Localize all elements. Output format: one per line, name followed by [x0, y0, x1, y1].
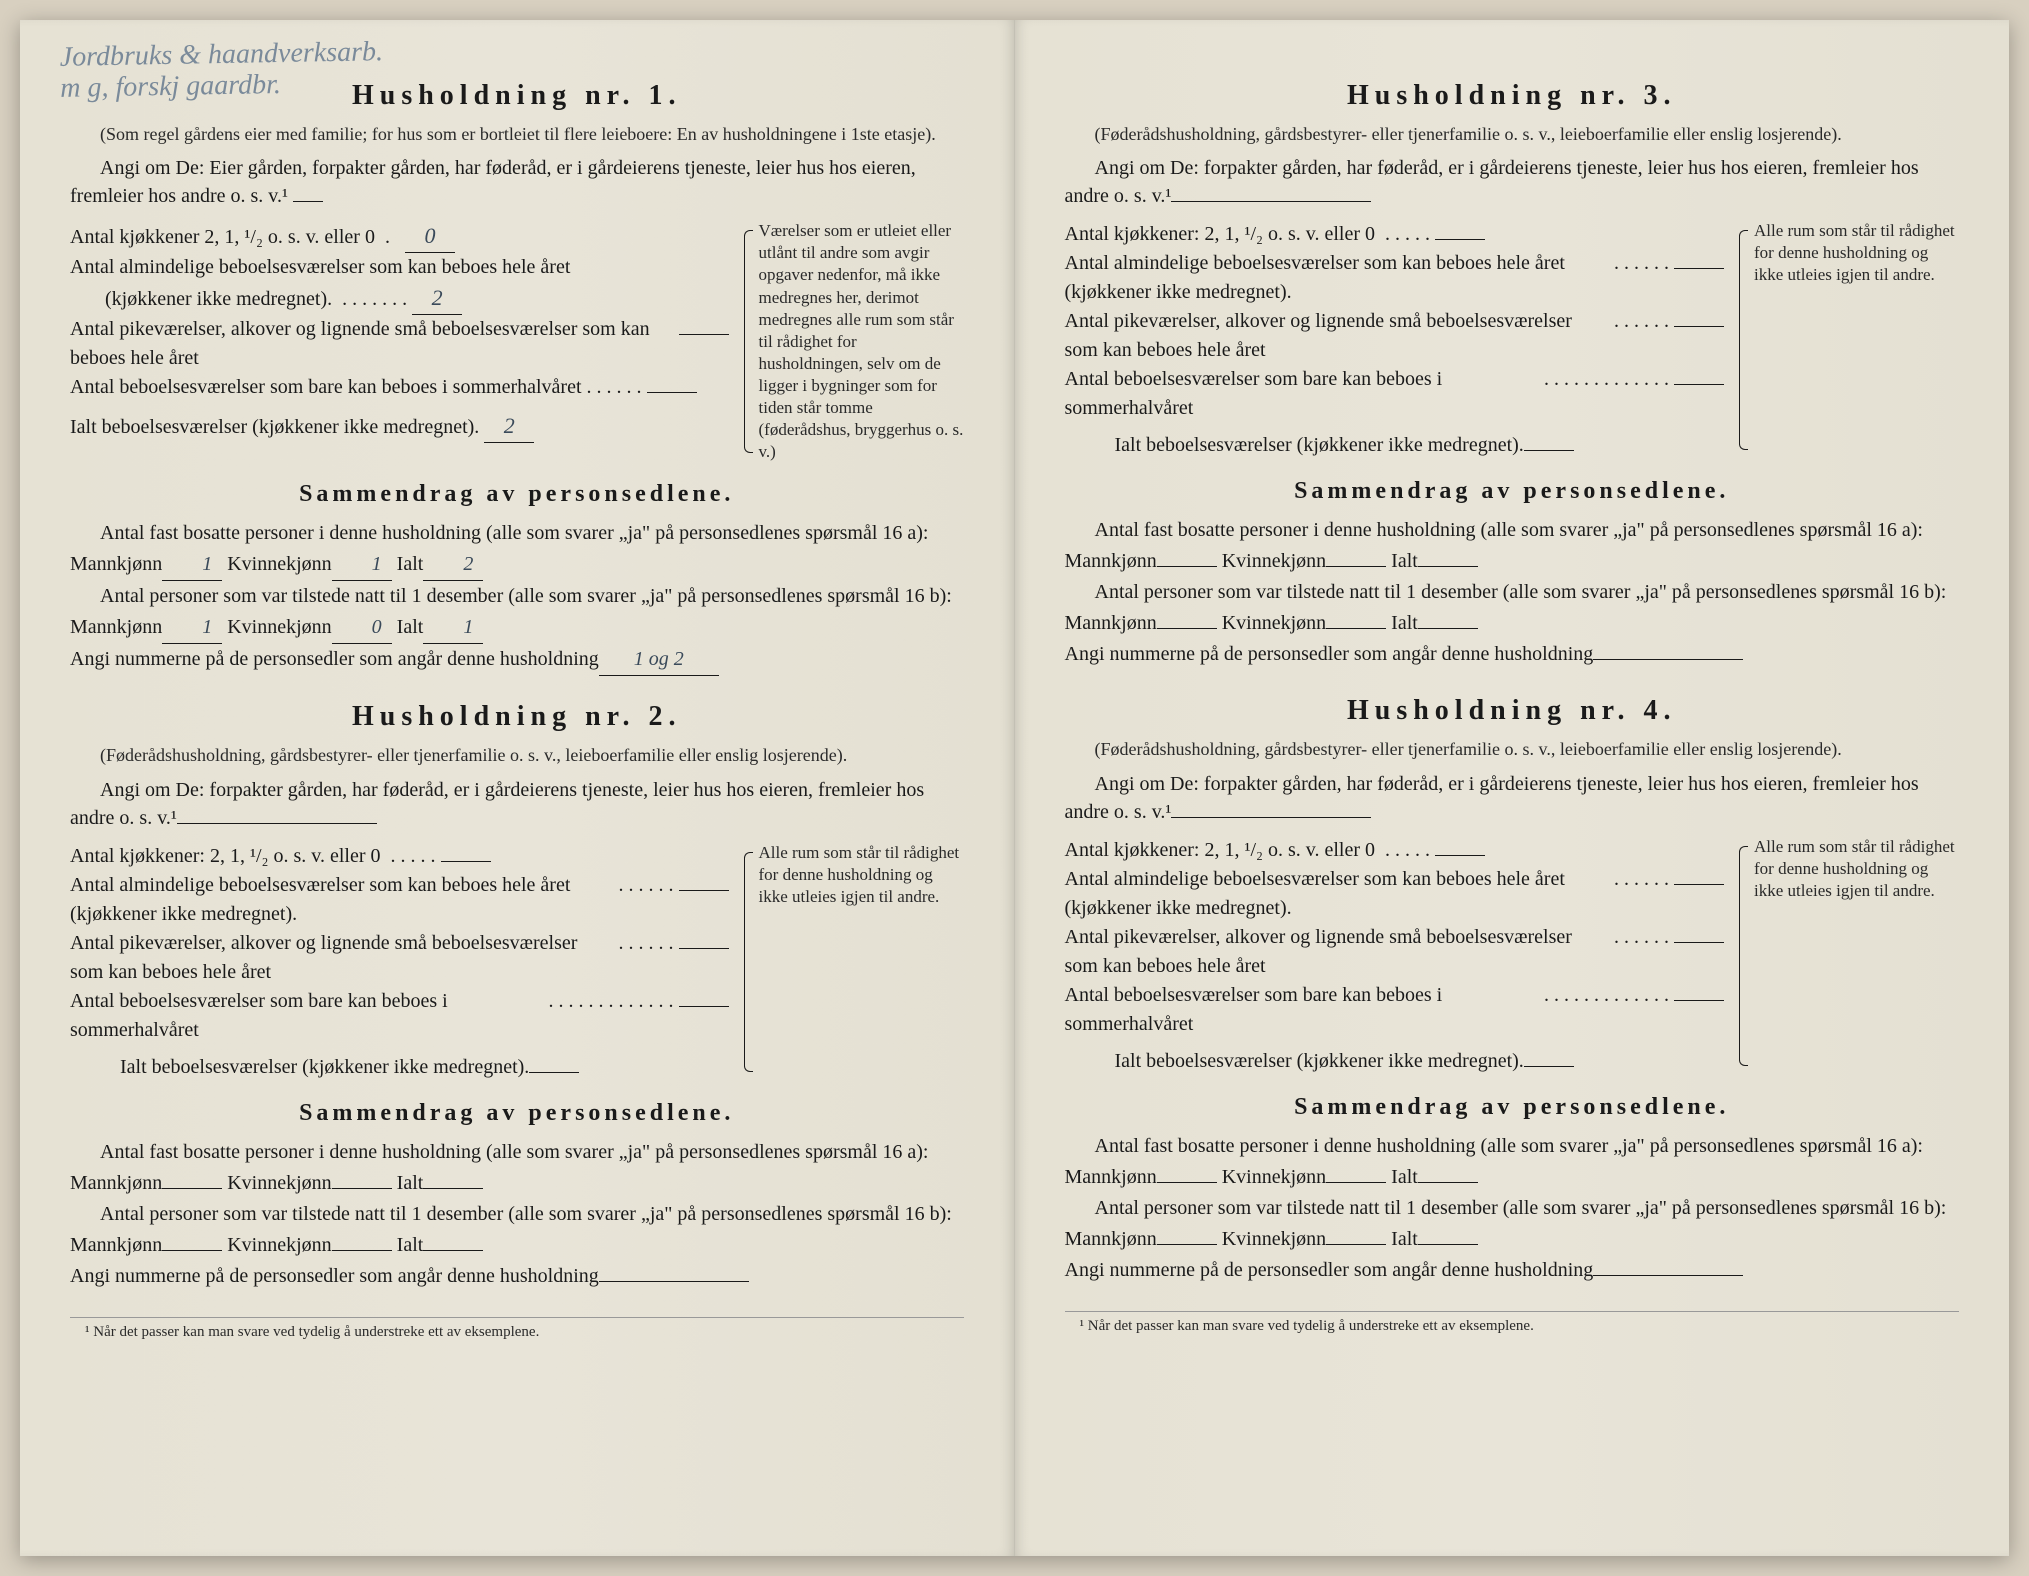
- handwritten-annotation: Jordbruks & haandverksarb. m g, forskj g…: [59, 37, 383, 104]
- h3-kjokken: Antal kjøkkener: 2, 1, ¹/₂ o. s. v. elle…: [1065, 220, 1725, 249]
- left-page: Jordbruks & haandverksarb. m g, forskj g…: [20, 20, 1015, 1556]
- h1-instruction: Angi om De: Eier gården, forpakter gårde…: [70, 154, 964, 210]
- h1-ialt-b: 1: [423, 612, 483, 644]
- h4-pike: Antal pikeværelser, alkover og lignende …: [1065, 923, 1725, 981]
- h4-form-left: Antal kjøkkener: 2, 1, ¹/₂ o. s. v. elle…: [1065, 836, 1725, 1076]
- h2-form-left: Antal kjøkkener: 2, 1, ¹/₂ o. s. v. elle…: [70, 842, 729, 1082]
- h2-nummer: Angi nummerne på de personsedler som ang…: [70, 1261, 964, 1292]
- h1-sammendrag-title: Sammendrag av personsedlene.: [70, 481, 964, 508]
- h2-subtitle: (Føderådshusholdning, gårdsbestyrer- ell…: [70, 743, 964, 767]
- h2-tilstede: Antal personer som var tilstede natt til…: [70, 1199, 964, 1261]
- h4-tilstede: Antal personer som var tilstede natt til…: [1065, 1193, 1960, 1255]
- h1-fast: Antal fast bosatte personer i denne hush…: [70, 518, 964, 581]
- h1-pike-val: [679, 334, 729, 335]
- household-2: Husholdning nr. 2. (Føderådshusholdning,…: [70, 701, 964, 1291]
- h1-form-left: Antal kjøkkener 2, 1, ¹/₂ o. s. v. eller…: [70, 220, 729, 463]
- hw-line1: Jordbruks & haandverksarb.: [59, 37, 383, 73]
- h1-nummer: Angi nummerne på de personsedler som ang…: [70, 644, 964, 676]
- h1-alm-val: 2: [412, 282, 462, 315]
- h3-nummer: Angi nummerne på de personsedler som ang…: [1065, 639, 1960, 670]
- h4-kjokken: Antal kjøkkener: 2, 1, ¹/₂ o. s. v. elle…: [1065, 836, 1725, 865]
- h1-mann-a: 1: [162, 549, 222, 581]
- h1-kjokken: Antal kjøkkener 2, 1, ¹/₂ o. s. v. eller…: [70, 220, 729, 253]
- h1-pike: Antal pikeværelser, alkover og lignende …: [70, 315, 729, 373]
- h2-sammendrag-title: Sammendrag av personsedlene.: [70, 1100, 964, 1127]
- right-page: Husholdning nr. 3. (Føderådshusholdning,…: [1015, 20, 2010, 1556]
- h1-alm: Antal almindelige beboelsesværelser som …: [70, 253, 729, 282]
- h4-nummer: Angi nummerne på de personsedler som ang…: [1065, 1255, 1960, 1286]
- h2-title: Husholdning nr. 2.: [70, 701, 964, 733]
- household-1: Husholdning nr. 1. (Som regel gårdens ei…: [70, 80, 964, 676]
- h3-form-area: Antal kjøkkener: 2, 1, ¹/₂ o. s. v. elle…: [1065, 220, 1960, 460]
- h3-form-left: Antal kjøkkener: 2, 1, ¹/₂ o. s. v. elle…: [1065, 220, 1725, 460]
- h4-ialt: Ialt beboelsesværelser (kjøkkener ikke m…: [1065, 1047, 1725, 1076]
- h1-form-area: Antal kjøkkener 2, 1, ¹/₂ o. s. v. eller…: [70, 220, 964, 463]
- h3-subtitle: (Føderådshusholdning, gårdsbestyrer- ell…: [1065, 122, 1960, 146]
- h2-alm: Antal almindelige beboelsesværelser som …: [70, 871, 729, 929]
- household-4: Husholdning nr. 4. (Føderådshusholdning,…: [1065, 695, 1960, 1285]
- h3-sommer: Antal beboelsesværelser som bare kan beb…: [1065, 365, 1725, 423]
- h4-fast: Antal fast bosatte personer i denne hush…: [1065, 1131, 1960, 1193]
- h1-mann-b: 1: [162, 612, 222, 644]
- h1-kvinne-a: 1: [332, 549, 392, 581]
- h3-sidenote: Alle rum som står til rådighet for denne…: [1739, 220, 1959, 460]
- h1-sommer-val: [647, 392, 697, 393]
- h1-ialt-a: 2: [423, 549, 483, 581]
- h2-form-area: Antal kjøkkener: 2, 1, ¹/₂ o. s. v. elle…: [70, 842, 964, 1082]
- footnote-left: ¹ Når det passer kan man svare ved tydel…: [70, 1317, 964, 1341]
- h4-sammendrag-title: Sammendrag av personsedlene.: [1065, 1094, 1960, 1121]
- h3-ialt: Ialt beboelsesværelser (kjøkkener ikke m…: [1065, 431, 1725, 460]
- h2-sidenote: Alle rum som står til rådighet for denne…: [744, 842, 964, 1082]
- h4-sommer: Antal beboelsesværelser som bare kan beb…: [1065, 981, 1725, 1039]
- h3-instruction: Angi om De: forpakter gården, har føderå…: [1065, 154, 1960, 210]
- footnote-right: ¹ Når det passer kan man svare ved tydel…: [1065, 1311, 1960, 1335]
- h1-subtitle: (Som regel gårdens eier med familie; for…: [70, 122, 964, 146]
- hw-line2: m g, forskj gaardbr.: [60, 68, 384, 104]
- h2-kjokken: Antal kjøkkener: 2, 1, ¹/₂ o. s. v. elle…: [70, 842, 729, 871]
- h4-title: Husholdning nr. 4.: [1065, 695, 1960, 727]
- h1-tilstede: Antal personer som var tilstede natt til…: [70, 581, 964, 644]
- h3-alm: Antal almindelige beboelsesværelser som …: [1065, 249, 1725, 307]
- h2-fast: Antal fast bosatte personer i denne hush…: [70, 1137, 964, 1199]
- h3-fast: Antal fast bosatte personer i denne hush…: [1065, 515, 1960, 577]
- h1-sommer: Antal beboelsesværelser som bare kan beb…: [70, 373, 729, 402]
- document-spread: Jordbruks & haandverksarb. m g, forskj g…: [20, 20, 2009, 1556]
- household-3: Husholdning nr. 3. (Føderådshusholdning,…: [1065, 80, 1960, 670]
- h1-ialt-val: 2: [484, 410, 534, 443]
- h1-kvinne-b: 0: [332, 612, 392, 644]
- h4-instruction: Angi om De: forpakter gården, har føderå…: [1065, 770, 1960, 826]
- h3-pike: Antal pikeværelser, alkover og lignende …: [1065, 307, 1725, 365]
- h3-tilstede: Antal personer som var tilstede natt til…: [1065, 577, 1960, 639]
- h1-nummer-val: 1 og 2: [599, 644, 719, 676]
- h3-sammendrag-title: Sammendrag av personsedlene.: [1065, 478, 1960, 505]
- h2-instruction: Angi om De: forpakter gården, har føderå…: [70, 776, 964, 832]
- h4-alm: Antal almindelige beboelsesværelser som …: [1065, 865, 1725, 923]
- h1-sidenote: Værelser som er utleiet eller utlånt til…: [744, 220, 964, 463]
- h1-ialt: Ialt beboelsesværelser (kjøkkener ikke m…: [70, 410, 729, 443]
- h4-subtitle: (Føderådshusholdning, gårdsbestyrer- ell…: [1065, 737, 1960, 761]
- h3-title: Husholdning nr. 3.: [1065, 80, 1960, 112]
- h2-sommer: Antal beboelsesværelser som bare kan beb…: [70, 987, 729, 1045]
- h2-pike: Antal pikeværelser, alkover og lignende …: [70, 929, 729, 987]
- h2-ialt: Ialt beboelsesværelser (kjøkkener ikke m…: [70, 1053, 729, 1082]
- h4-sidenote: Alle rum som står til rådighet for denne…: [1739, 836, 1959, 1076]
- h1-kjokken-val: 0: [405, 220, 455, 253]
- h4-form-area: Antal kjøkkener: 2, 1, ¹/₂ o. s. v. elle…: [1065, 836, 1960, 1076]
